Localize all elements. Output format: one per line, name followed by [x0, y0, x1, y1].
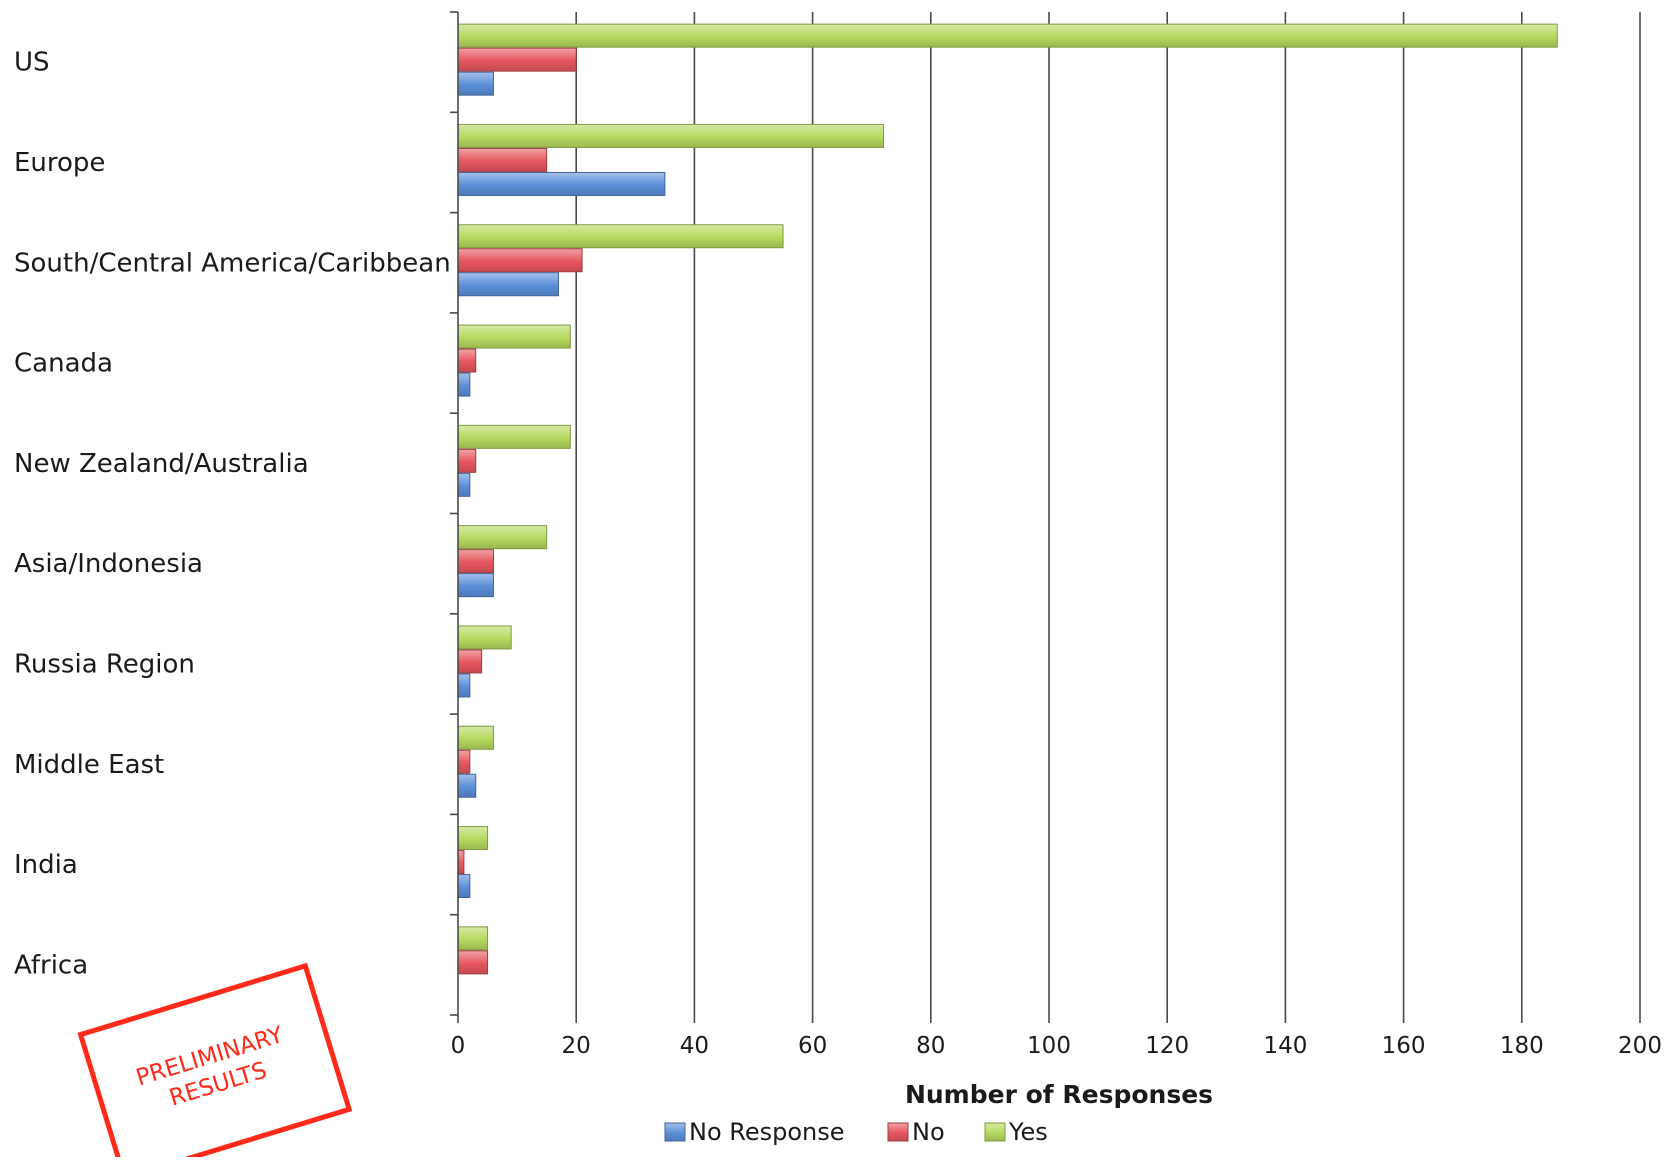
x-axis-title: Number of Responses: [905, 1080, 1213, 1109]
axes: [450, 11, 1641, 1023]
legend-label: Yes: [1008, 1118, 1048, 1146]
legend-label: No: [912, 1118, 945, 1146]
x-tick-label: 80: [916, 1033, 945, 1059]
bar-us-yes: [457, 23, 1558, 48]
bar-south-central-america-caribbean-no: [457, 248, 583, 273]
bars: [457, 23, 1558, 975]
bar-canada-yes: [457, 324, 571, 349]
x-tick-label: 160: [1382, 1033, 1426, 1059]
category-label: Canada: [14, 349, 113, 379]
category-label: India: [14, 850, 78, 880]
legend: No Response No Yes: [664, 1118, 1048, 1146]
category-label: Russia Region: [14, 649, 195, 679]
bar-south-central-america-caribbean-yes: [457, 224, 784, 249]
bar-asia-indonesia-no: [457, 549, 494, 574]
legend-swatch: [887, 1122, 909, 1142]
stamp-border: [77, 962, 353, 1157]
bar-india-yes: [457, 826, 489, 851]
bar-middle-east-no-response: [457, 773, 477, 798]
category-label: Africa: [14, 950, 88, 980]
bar-asia-indonesia-no-response: [457, 573, 494, 598]
category-label: South/Central America/Caribbean: [14, 248, 451, 278]
bar-middle-east-no: [457, 749, 471, 774]
x-tick-label: 0: [451, 1033, 466, 1059]
bar-europe-yes: [457, 123, 885, 148]
bar-europe-no: [457, 147, 548, 172]
bar-india-no: [457, 850, 465, 875]
bar-canada-no: [457, 348, 477, 373]
bar-asia-indonesia-yes: [457, 525, 548, 550]
bar-india-no-response: [457, 874, 471, 899]
bar-europe-no-response: [457, 171, 666, 196]
x-tick-label: 120: [1145, 1033, 1189, 1059]
bar-us-no: [457, 47, 577, 72]
legend-swatch: [664, 1122, 686, 1142]
x-tick-label: 20: [562, 1033, 591, 1059]
legend-swatch: [984, 1122, 1006, 1142]
bar-us-no-response: [457, 71, 494, 96]
bar-new-zealand-australia-no-response: [457, 472, 471, 497]
labels: 0 20 40 60 80 100 120 140 160 180 200 US Europe South…: [14, 48, 1662, 1109]
category-label: Middle East: [14, 750, 164, 780]
bar-russia-region-no-response: [457, 673, 471, 698]
bar-africa-no: [457, 950, 489, 975]
x-tick-label: 180: [1500, 1033, 1544, 1059]
category-label: Europe: [14, 148, 105, 178]
legend-label: No Response: [689, 1118, 845, 1146]
bar-new-zealand-australia-yes: [457, 424, 571, 449]
bar-middle-east-yes: [457, 725, 494, 750]
grid-lines: [575, 12, 1641, 1015]
x-tick-label: 140: [1263, 1033, 1307, 1059]
category-label: US: [14, 48, 50, 78]
category-label: Asia/Indonesia: [14, 549, 203, 579]
bar-russia-region-no: [457, 649, 483, 674]
bar-russia-region-yes: [457, 625, 512, 650]
x-tick-label: 60: [798, 1033, 827, 1059]
x-tick-label: 200: [1618, 1033, 1662, 1059]
x-tick-label: 40: [680, 1033, 709, 1059]
bar-africa-yes: [457, 926, 489, 951]
bar-canada-no-response: [457, 372, 471, 397]
bar-south-central-america-caribbean-no-response: [457, 272, 559, 297]
x-tick-label: 100: [1027, 1033, 1071, 1059]
bar-new-zealand-australia-no: [457, 448, 477, 473]
category-label: New Zealand/Australia: [14, 449, 309, 479]
